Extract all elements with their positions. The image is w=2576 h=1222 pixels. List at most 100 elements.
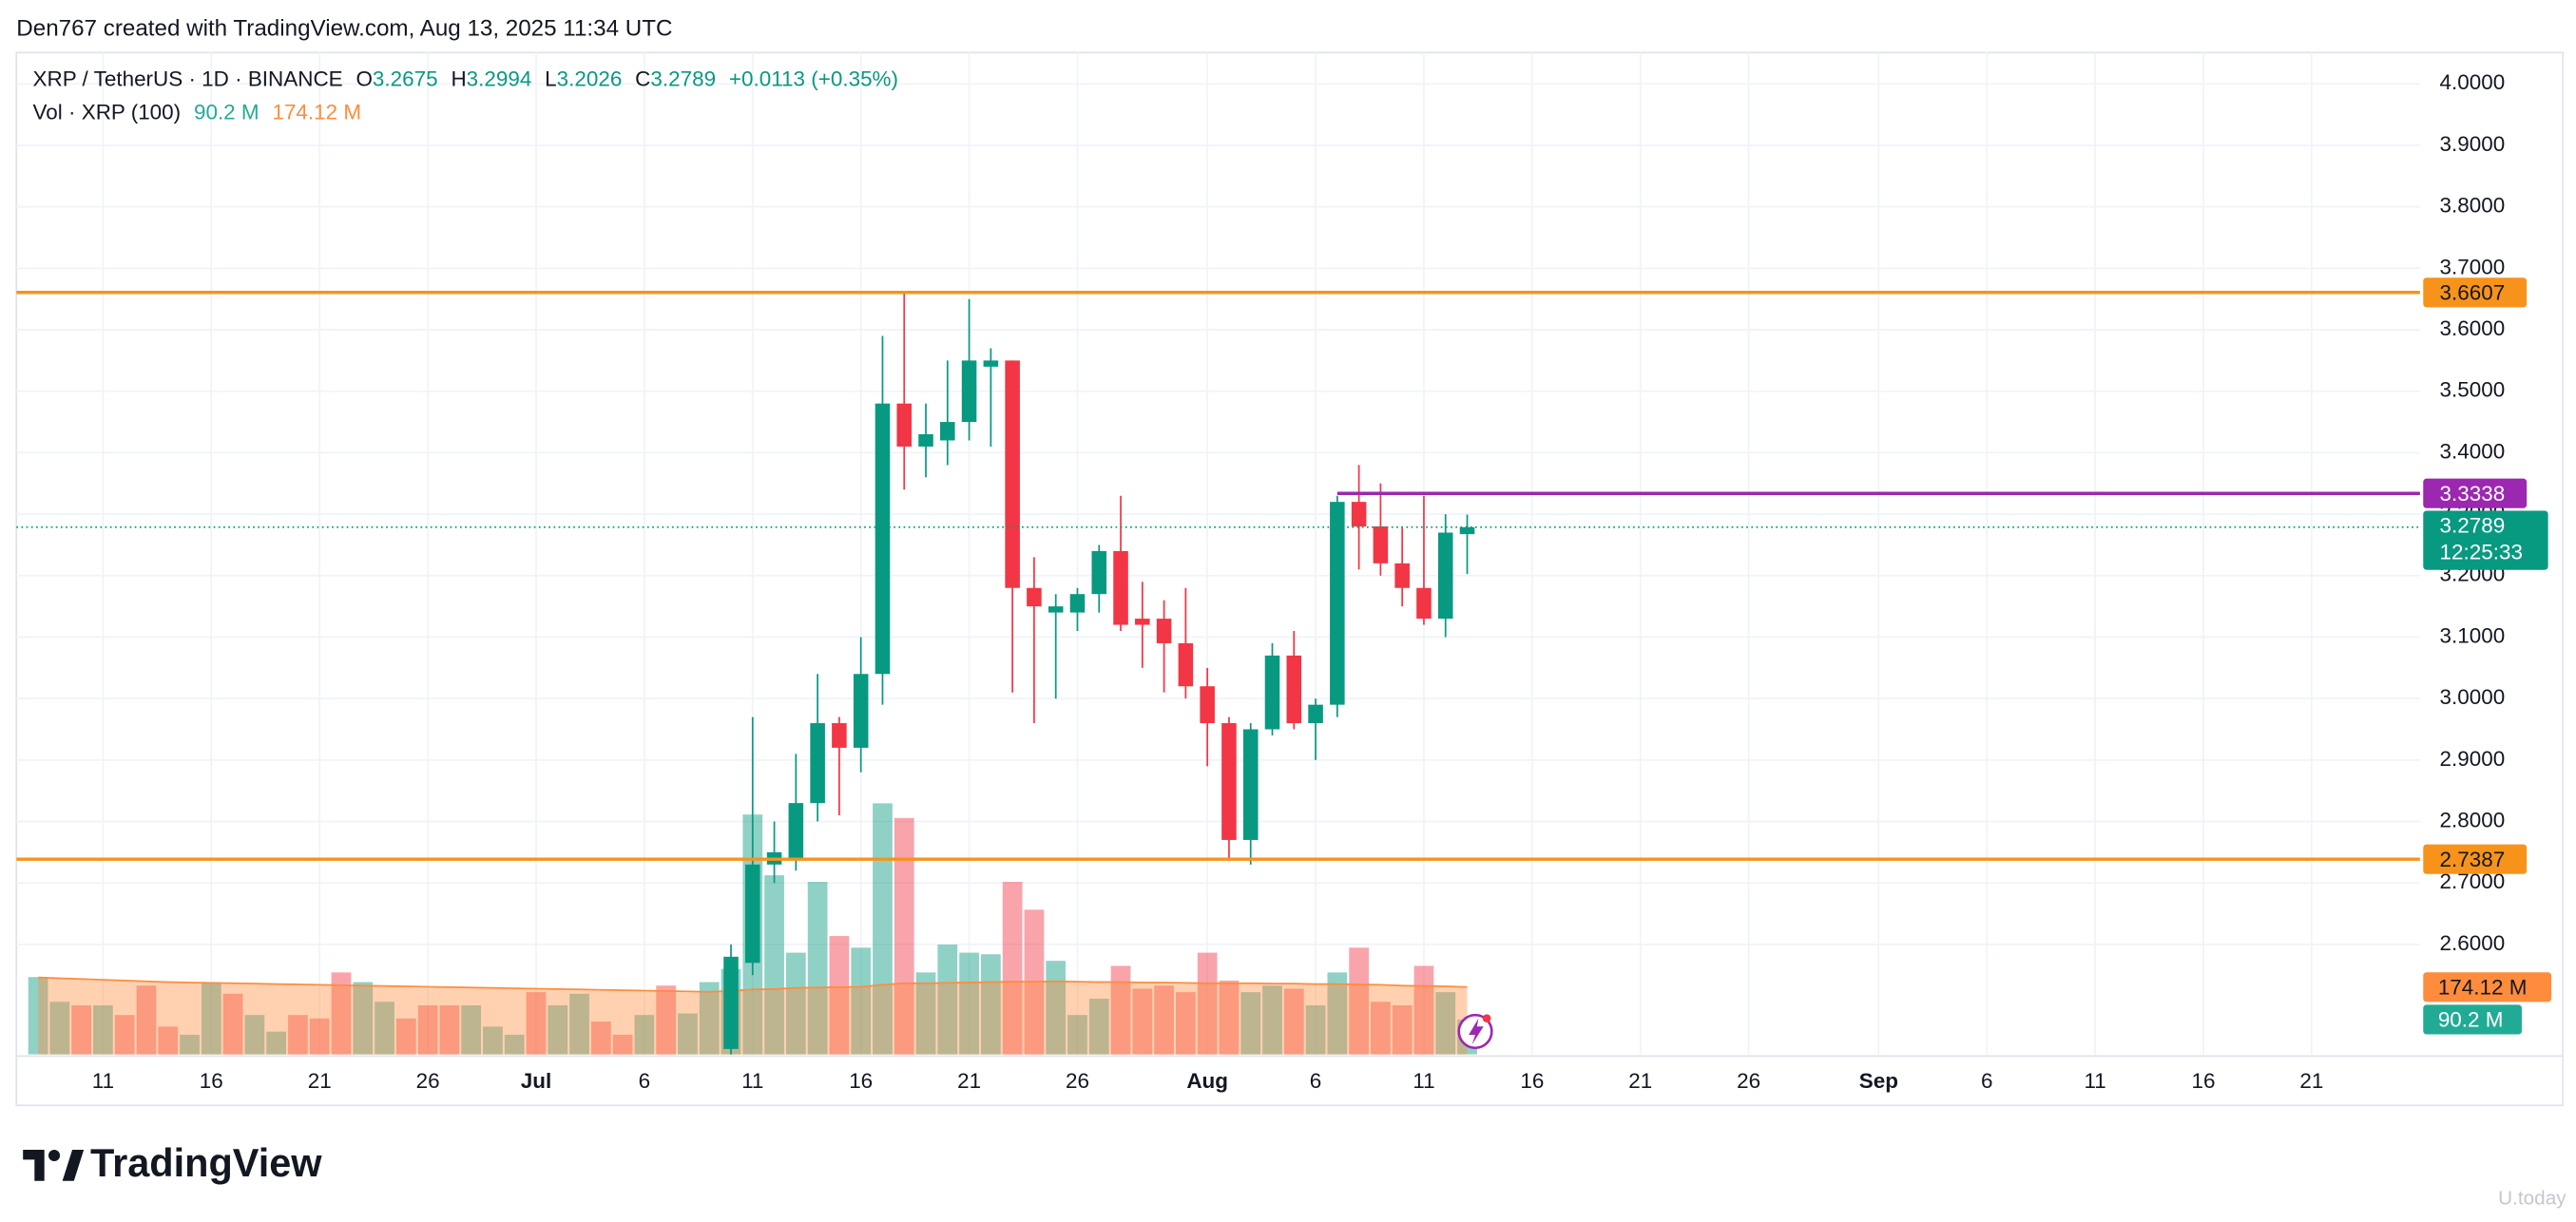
- candle-body: [1308, 704, 1323, 724]
- x-tick-label: 11: [741, 1069, 763, 1093]
- volume-bar: [1240, 992, 1261, 1055]
- volume-bar: [1371, 1002, 1391, 1055]
- y-tick-label: 3.1000: [2440, 623, 2506, 647]
- volume-bar: [1132, 988, 1153, 1055]
- candle-body: [1091, 550, 1107, 595]
- volume-bar: [1305, 1004, 1326, 1055]
- level-label-box: [2423, 478, 2528, 508]
- volume-value-box: [2423, 1004, 2522, 1035]
- legend-price: XRP / TetherUS · 1D · BINANCE O3.2675 H3.2…: [33, 67, 898, 91]
- level-label-box: [2423, 277, 2528, 308]
- countdown-label: 12:25:33: [2440, 540, 2523, 563]
- volume-bar: [461, 1004, 482, 1055]
- candle-body: [1437, 532, 1453, 620]
- volume-bar: [807, 882, 828, 1055]
- volume-bar: [548, 1004, 568, 1055]
- volume-bar: [980, 954, 1001, 1055]
- volume-bar: [590, 1022, 611, 1055]
- candle-body: [1351, 502, 1367, 527]
- x-tick-label: Jul: [521, 1069, 551, 1093]
- candle-body: [1135, 619, 1150, 625]
- volume-bar: [785, 952, 806, 1055]
- volume-bar: [93, 1004, 113, 1055]
- axes: 11 16 21 26 Jul 6 11 16 21 26 Aug 6 11 16 21 26 Sep 6 11 16…: [16, 70, 2552, 1093]
- volume-bar: [309, 1018, 330, 1055]
- volume-bar: [180, 1034, 200, 1055]
- candle-body: [1416, 587, 1432, 620]
- volume-ma-label: 174.12 M: [2438, 975, 2528, 999]
- volume-bar: [1327, 972, 1348, 1055]
- volume-bar: [395, 1018, 416, 1055]
- volume-bar: [288, 1015, 308, 1055]
- volume-bar: [266, 1031, 287, 1055]
- volume-bar: [222, 993, 243, 1055]
- x-tick-label: 26: [1737, 1069, 1760, 1093]
- volume-bar: [1197, 952, 1218, 1055]
- volume-bar: [1219, 980, 1240, 1055]
- close-label: C: [635, 67, 650, 91]
- volume-layer: [28, 803, 1477, 1055]
- level-label: 3.6607: [2440, 280, 2506, 304]
- low-label: L: [545, 67, 556, 91]
- y-tick-label: 3.9000: [2440, 132, 2506, 156]
- volume-bar: [959, 952, 979, 1055]
- candle-body: [1459, 526, 1475, 535]
- watermark: U.today: [2498, 1187, 2566, 1209]
- volume-ma-value: 174.12 M: [272, 100, 361, 124]
- x-tick-label: 11: [92, 1069, 114, 1093]
- candle-body: [1373, 526, 1389, 563]
- volume-bar: [353, 982, 374, 1055]
- volume-bar: [851, 947, 872, 1055]
- candle-body: [1156, 619, 1172, 643]
- alert-icon[interactable]: [1457, 1013, 1493, 1050]
- volume-value: 90.2 M: [194, 100, 260, 124]
- x-tick-label: 16: [849, 1069, 873, 1093]
- high-label: H: [451, 67, 466, 91]
- volume-bar: [764, 875, 784, 1055]
- candle-body: [1394, 563, 1410, 588]
- x-tick-label: 21: [308, 1069, 332, 1093]
- volume-bar: [937, 945, 958, 1055]
- x-tick-label: 11: [2084, 1069, 2105, 1093]
- candle-body: [832, 723, 847, 748]
- y-tick-label: 2.6000: [2440, 931, 2506, 955]
- volume-bar: [894, 817, 914, 1055]
- candle-body: [875, 403, 891, 675]
- x-tick-label: 16: [1520, 1069, 1544, 1093]
- candle-body: [1264, 655, 1280, 730]
- volume-value-label: 90.2 M: [2438, 1008, 2504, 1032]
- x-tick-label: 21: [2299, 1069, 2323, 1093]
- volume-bar: [699, 982, 720, 1055]
- x-tick-label: 6: [639, 1069, 650, 1093]
- y-tick-label: 2.9000: [2440, 747, 2506, 771]
- candle-body: [983, 360, 999, 367]
- chart-frame: [15, 51, 2565, 1107]
- candle-body: [940, 422, 955, 441]
- volume-bar: [1392, 1004, 1413, 1055]
- candle-body: [918, 434, 933, 447]
- last-price-label: 3.2789: [2440, 514, 2506, 538]
- high-value: 3.2994: [467, 67, 532, 91]
- x-tick-label: 11: [1413, 1069, 1434, 1093]
- y-tick-label: 3.5000: [2440, 378, 2506, 402]
- volume-bar: [439, 1004, 460, 1055]
- candle-body: [853, 674, 869, 748]
- volume-bar: [1413, 965, 1434, 1055]
- volume-bar: [1110, 965, 1131, 1055]
- tradingview-logo: TradingView: [23, 1140, 322, 1185]
- price-layer: [723, 293, 1475, 1055]
- candle-body: [961, 360, 977, 423]
- volume-bar: [1154, 985, 1174, 1055]
- volume-bar: [49, 1002, 70, 1055]
- x-tick-label: 6: [1310, 1069, 1321, 1093]
- y-tick-label: 3.7000: [2440, 255, 2506, 278]
- volume-ma-area: [38, 977, 1468, 1055]
- volume-bar: [1176, 992, 1196, 1055]
- symbol: XRP / TetherUS · 1D · BINANCE: [33, 67, 343, 91]
- candle-body: [1048, 606, 1064, 613]
- volume-bar: [136, 985, 157, 1055]
- volume-bar: [504, 1034, 525, 1055]
- last-price-box: [2423, 510, 2548, 570]
- volume-bar: [331, 972, 352, 1055]
- legend-volume: Vol · XRP (100) 90.2 M 174.12 M: [33, 100, 362, 124]
